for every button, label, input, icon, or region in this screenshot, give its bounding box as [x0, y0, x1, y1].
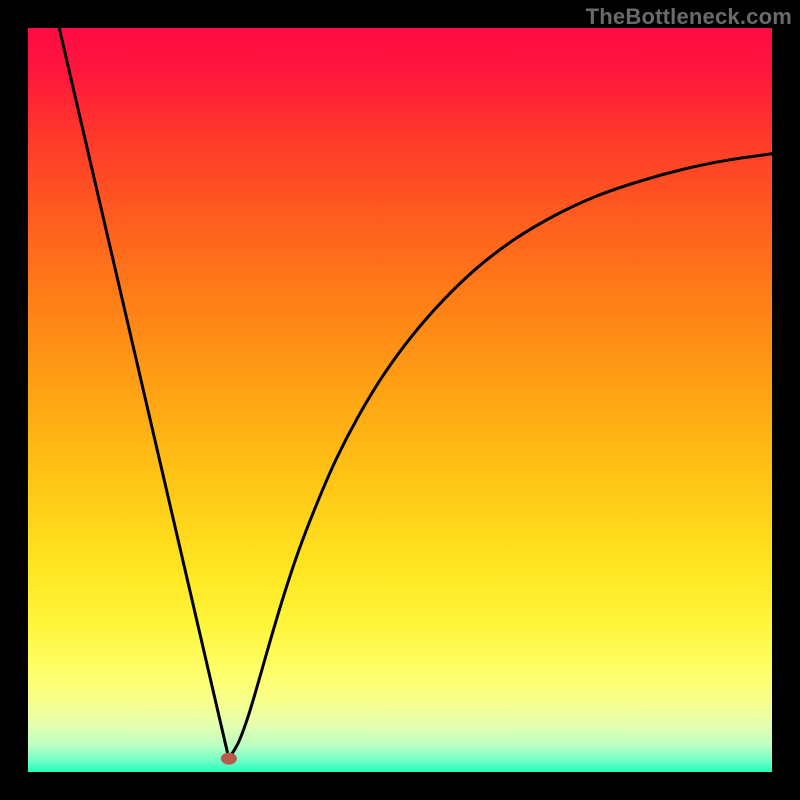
minimum-marker: [221, 753, 237, 765]
plot-area: [28, 28, 772, 772]
gradient-background: [28, 28, 772, 772]
chart-frame: TheBottleneck.com: [0, 0, 800, 800]
heatmap-chart: [28, 28, 772, 772]
watermark-text: TheBottleneck.com: [586, 4, 792, 30]
